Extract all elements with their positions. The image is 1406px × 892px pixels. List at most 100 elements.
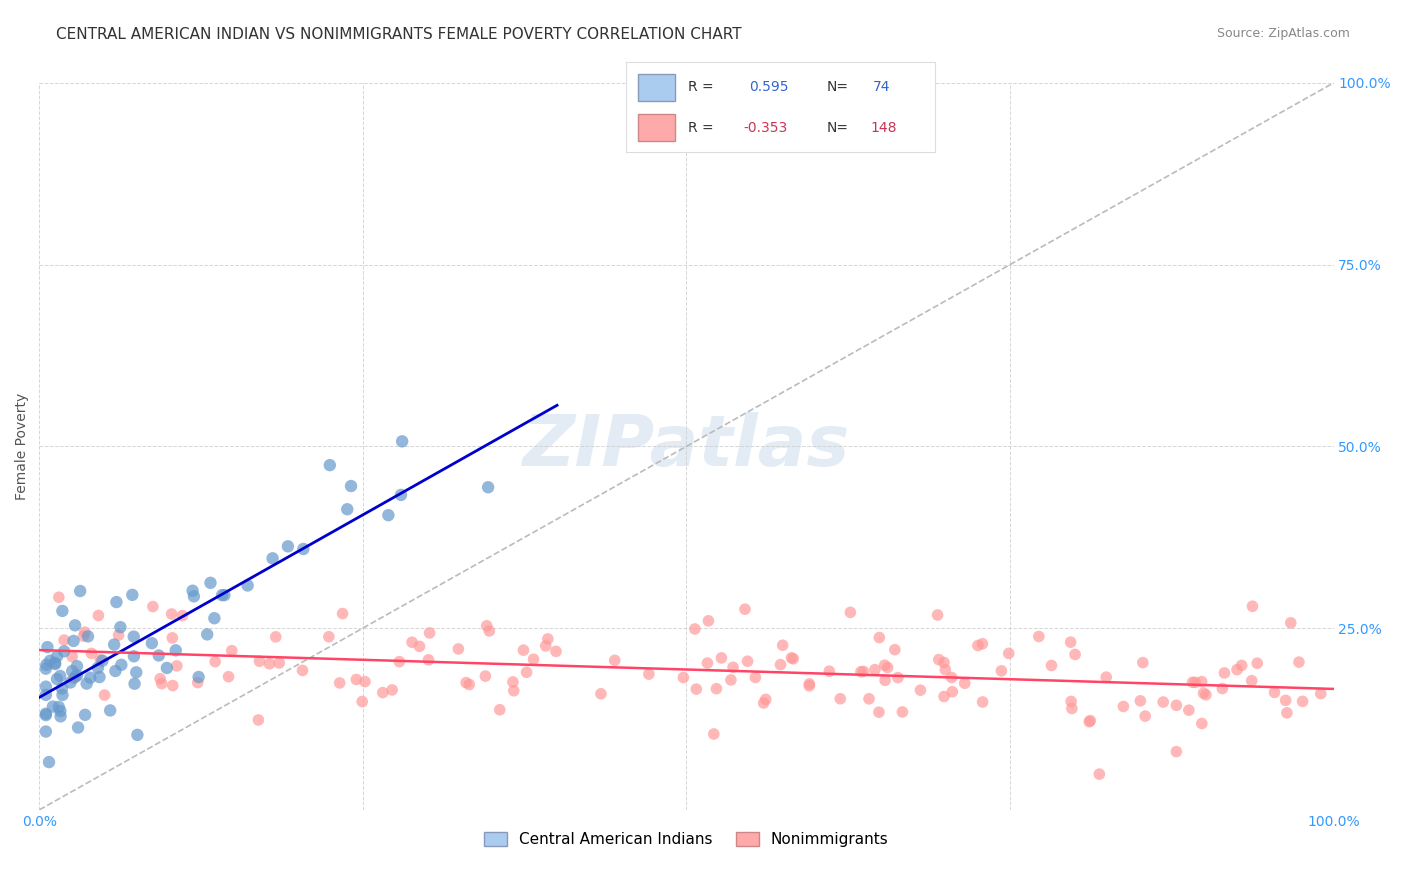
Point bbox=[522, 652, 544, 666]
Point bbox=[187, 675, 209, 690]
Point bbox=[475, 619, 498, 633]
Point bbox=[1263, 685, 1285, 699]
Point bbox=[721, 660, 744, 674]
Point bbox=[697, 614, 720, 628]
Point bbox=[1060, 694, 1083, 708]
Point bbox=[236, 578, 259, 592]
Point bbox=[35, 724, 58, 739]
Point bbox=[183, 590, 205, 604]
Point bbox=[772, 638, 794, 652]
Point bbox=[204, 655, 226, 669]
Point bbox=[107, 628, 129, 642]
Point bbox=[941, 671, 963, 685]
Point bbox=[1240, 673, 1263, 688]
Point bbox=[98, 703, 121, 717]
Point bbox=[103, 638, 125, 652]
Point bbox=[544, 644, 567, 658]
Point bbox=[696, 656, 718, 670]
Point bbox=[1078, 714, 1101, 728]
Point bbox=[873, 658, 896, 673]
Point bbox=[972, 637, 994, 651]
Point bbox=[292, 541, 315, 556]
Point bbox=[477, 480, 499, 494]
Point bbox=[371, 685, 394, 699]
Point bbox=[744, 671, 766, 685]
Point bbox=[125, 665, 148, 680]
Point bbox=[1230, 658, 1253, 673]
Point bbox=[247, 713, 270, 727]
Y-axis label: Female Poverty: Female Poverty bbox=[15, 392, 30, 500]
Point bbox=[1152, 695, 1174, 709]
Point bbox=[104, 664, 127, 678]
Point bbox=[1095, 670, 1118, 684]
Point bbox=[1181, 675, 1204, 690]
Point bbox=[1132, 656, 1154, 670]
Point bbox=[1166, 698, 1188, 713]
Point bbox=[1274, 693, 1296, 707]
Point bbox=[60, 649, 83, 664]
Point bbox=[381, 683, 404, 698]
Point bbox=[839, 605, 862, 619]
Point bbox=[502, 683, 524, 698]
Point bbox=[291, 664, 314, 678]
Point bbox=[202, 611, 225, 625]
Point bbox=[873, 673, 896, 688]
Point bbox=[997, 646, 1019, 660]
Point bbox=[49, 704, 72, 718]
Point bbox=[35, 680, 58, 694]
Point bbox=[49, 709, 72, 723]
Point bbox=[62, 634, 84, 648]
Point bbox=[87, 661, 110, 675]
Point bbox=[66, 659, 89, 673]
Point bbox=[927, 607, 949, 622]
Point bbox=[703, 727, 725, 741]
Point bbox=[858, 691, 880, 706]
Point bbox=[35, 662, 58, 676]
Point bbox=[1028, 630, 1050, 644]
Point bbox=[755, 692, 778, 706]
Point bbox=[277, 539, 299, 553]
Point bbox=[200, 575, 222, 590]
Point bbox=[1129, 694, 1152, 708]
Point bbox=[389, 488, 412, 502]
Point bbox=[340, 479, 363, 493]
Point bbox=[122, 630, 145, 644]
Point bbox=[418, 653, 440, 667]
Point bbox=[87, 608, 110, 623]
Point bbox=[89, 670, 111, 684]
Point bbox=[211, 588, 233, 602]
Point bbox=[737, 654, 759, 668]
Point bbox=[1178, 703, 1201, 717]
Point bbox=[187, 670, 209, 684]
Point bbox=[934, 663, 956, 677]
Point bbox=[38, 755, 60, 769]
Point bbox=[377, 508, 399, 523]
Point bbox=[799, 679, 821, 693]
FancyBboxPatch shape bbox=[638, 74, 675, 101]
Point bbox=[990, 664, 1012, 678]
FancyBboxPatch shape bbox=[638, 114, 675, 141]
Point bbox=[1135, 709, 1157, 723]
Point bbox=[1191, 716, 1213, 731]
Point bbox=[512, 643, 534, 657]
Point bbox=[214, 588, 236, 602]
Point bbox=[683, 622, 706, 636]
Point bbox=[883, 642, 905, 657]
Point bbox=[972, 695, 994, 709]
Point bbox=[672, 671, 695, 685]
Point bbox=[122, 649, 145, 664]
Point bbox=[49, 669, 72, 683]
Point bbox=[1279, 615, 1302, 630]
Point bbox=[488, 703, 510, 717]
Point bbox=[1211, 681, 1233, 696]
Point bbox=[1040, 658, 1063, 673]
Point bbox=[66, 668, 89, 682]
Point bbox=[401, 635, 423, 649]
Point bbox=[589, 687, 612, 701]
Point bbox=[48, 591, 70, 605]
Text: 0.595: 0.595 bbox=[749, 80, 789, 95]
Point bbox=[1241, 599, 1264, 614]
Point bbox=[141, 636, 163, 650]
Point bbox=[46, 672, 69, 686]
Point bbox=[1309, 687, 1331, 701]
